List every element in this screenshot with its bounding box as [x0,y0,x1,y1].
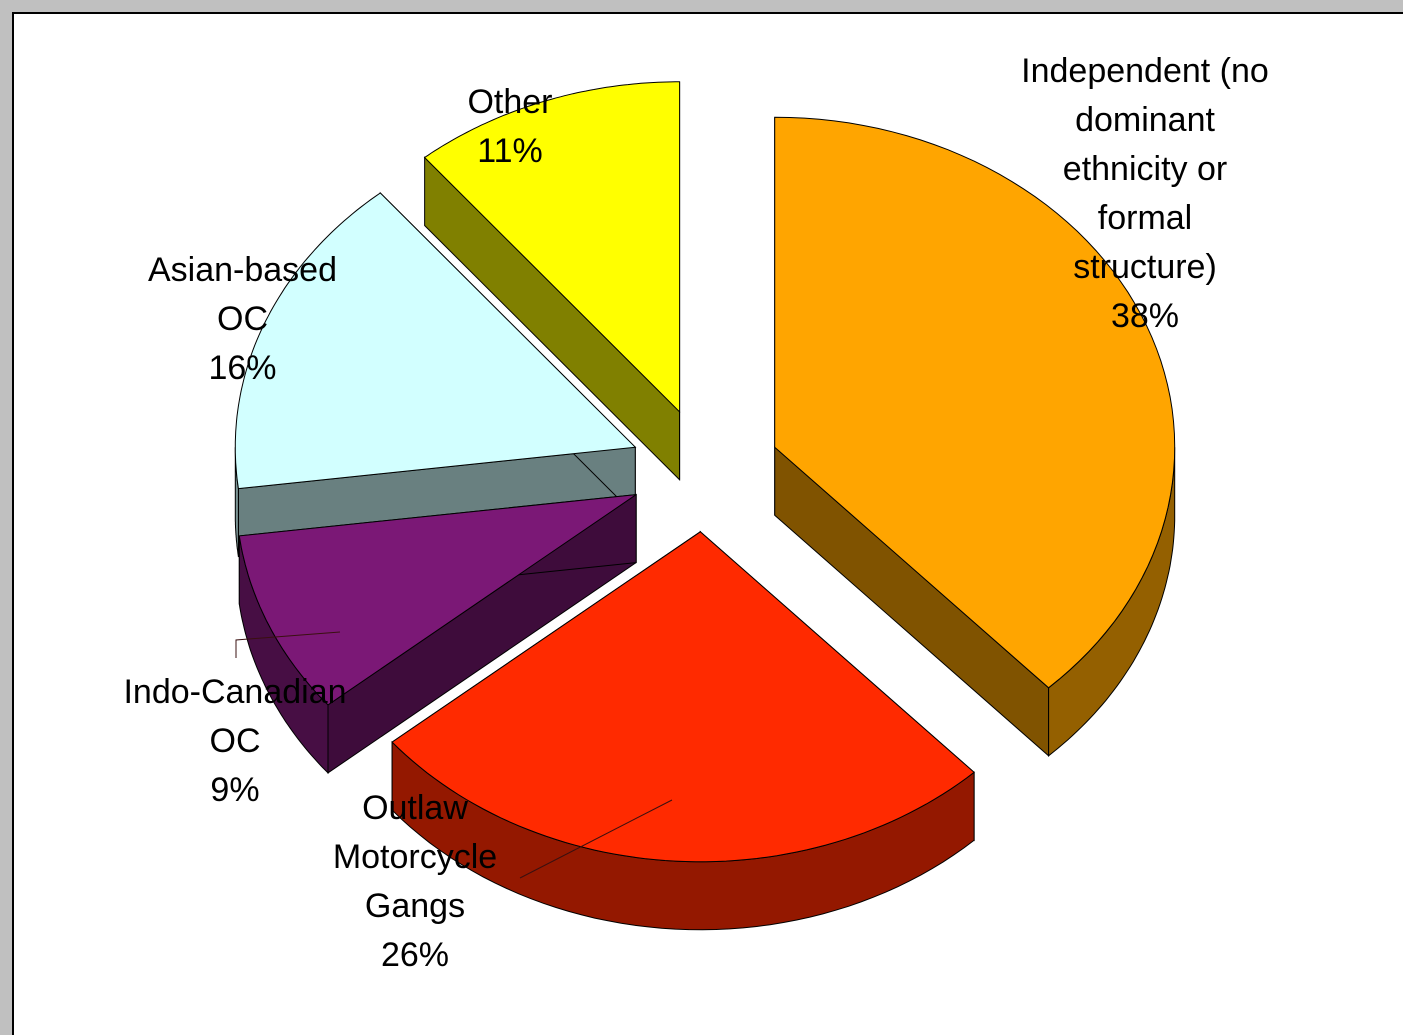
leader-line-indo-canadian-oc [235,631,341,658]
pie-slice-other [423,81,681,481]
slice-label-indo-canadian-oc: Indo-Canadian OC 9% [123,673,347,809]
slice-label-outlaw-motorcycle-gangs: Outlaw Motorcycle Gangs 26% [332,789,498,974]
slice-top-indo-canadian-oc [238,494,637,706]
slice-label-other: Other 11% [467,83,553,170]
leader-line-outlaw-motorcycle-gangs [519,799,673,879]
slice-top-asian-based-oc [234,192,637,490]
slice-top-independent [774,116,1176,689]
slice-label-asian-based-oc: Asian-based OC 16% [147,251,337,387]
pie-slice-independent [774,116,1176,757]
pie-slice-indo-canadian-oc [238,493,637,775]
slice-label-independent: Independent (no dominant ethnicity or fo… [1021,52,1269,335]
pie-slice-outlaw-motorcycle-gangs [391,530,975,931]
slice-top-outlaw-motorcycle-gangs [391,531,975,863]
slice-top-other [423,81,681,414]
